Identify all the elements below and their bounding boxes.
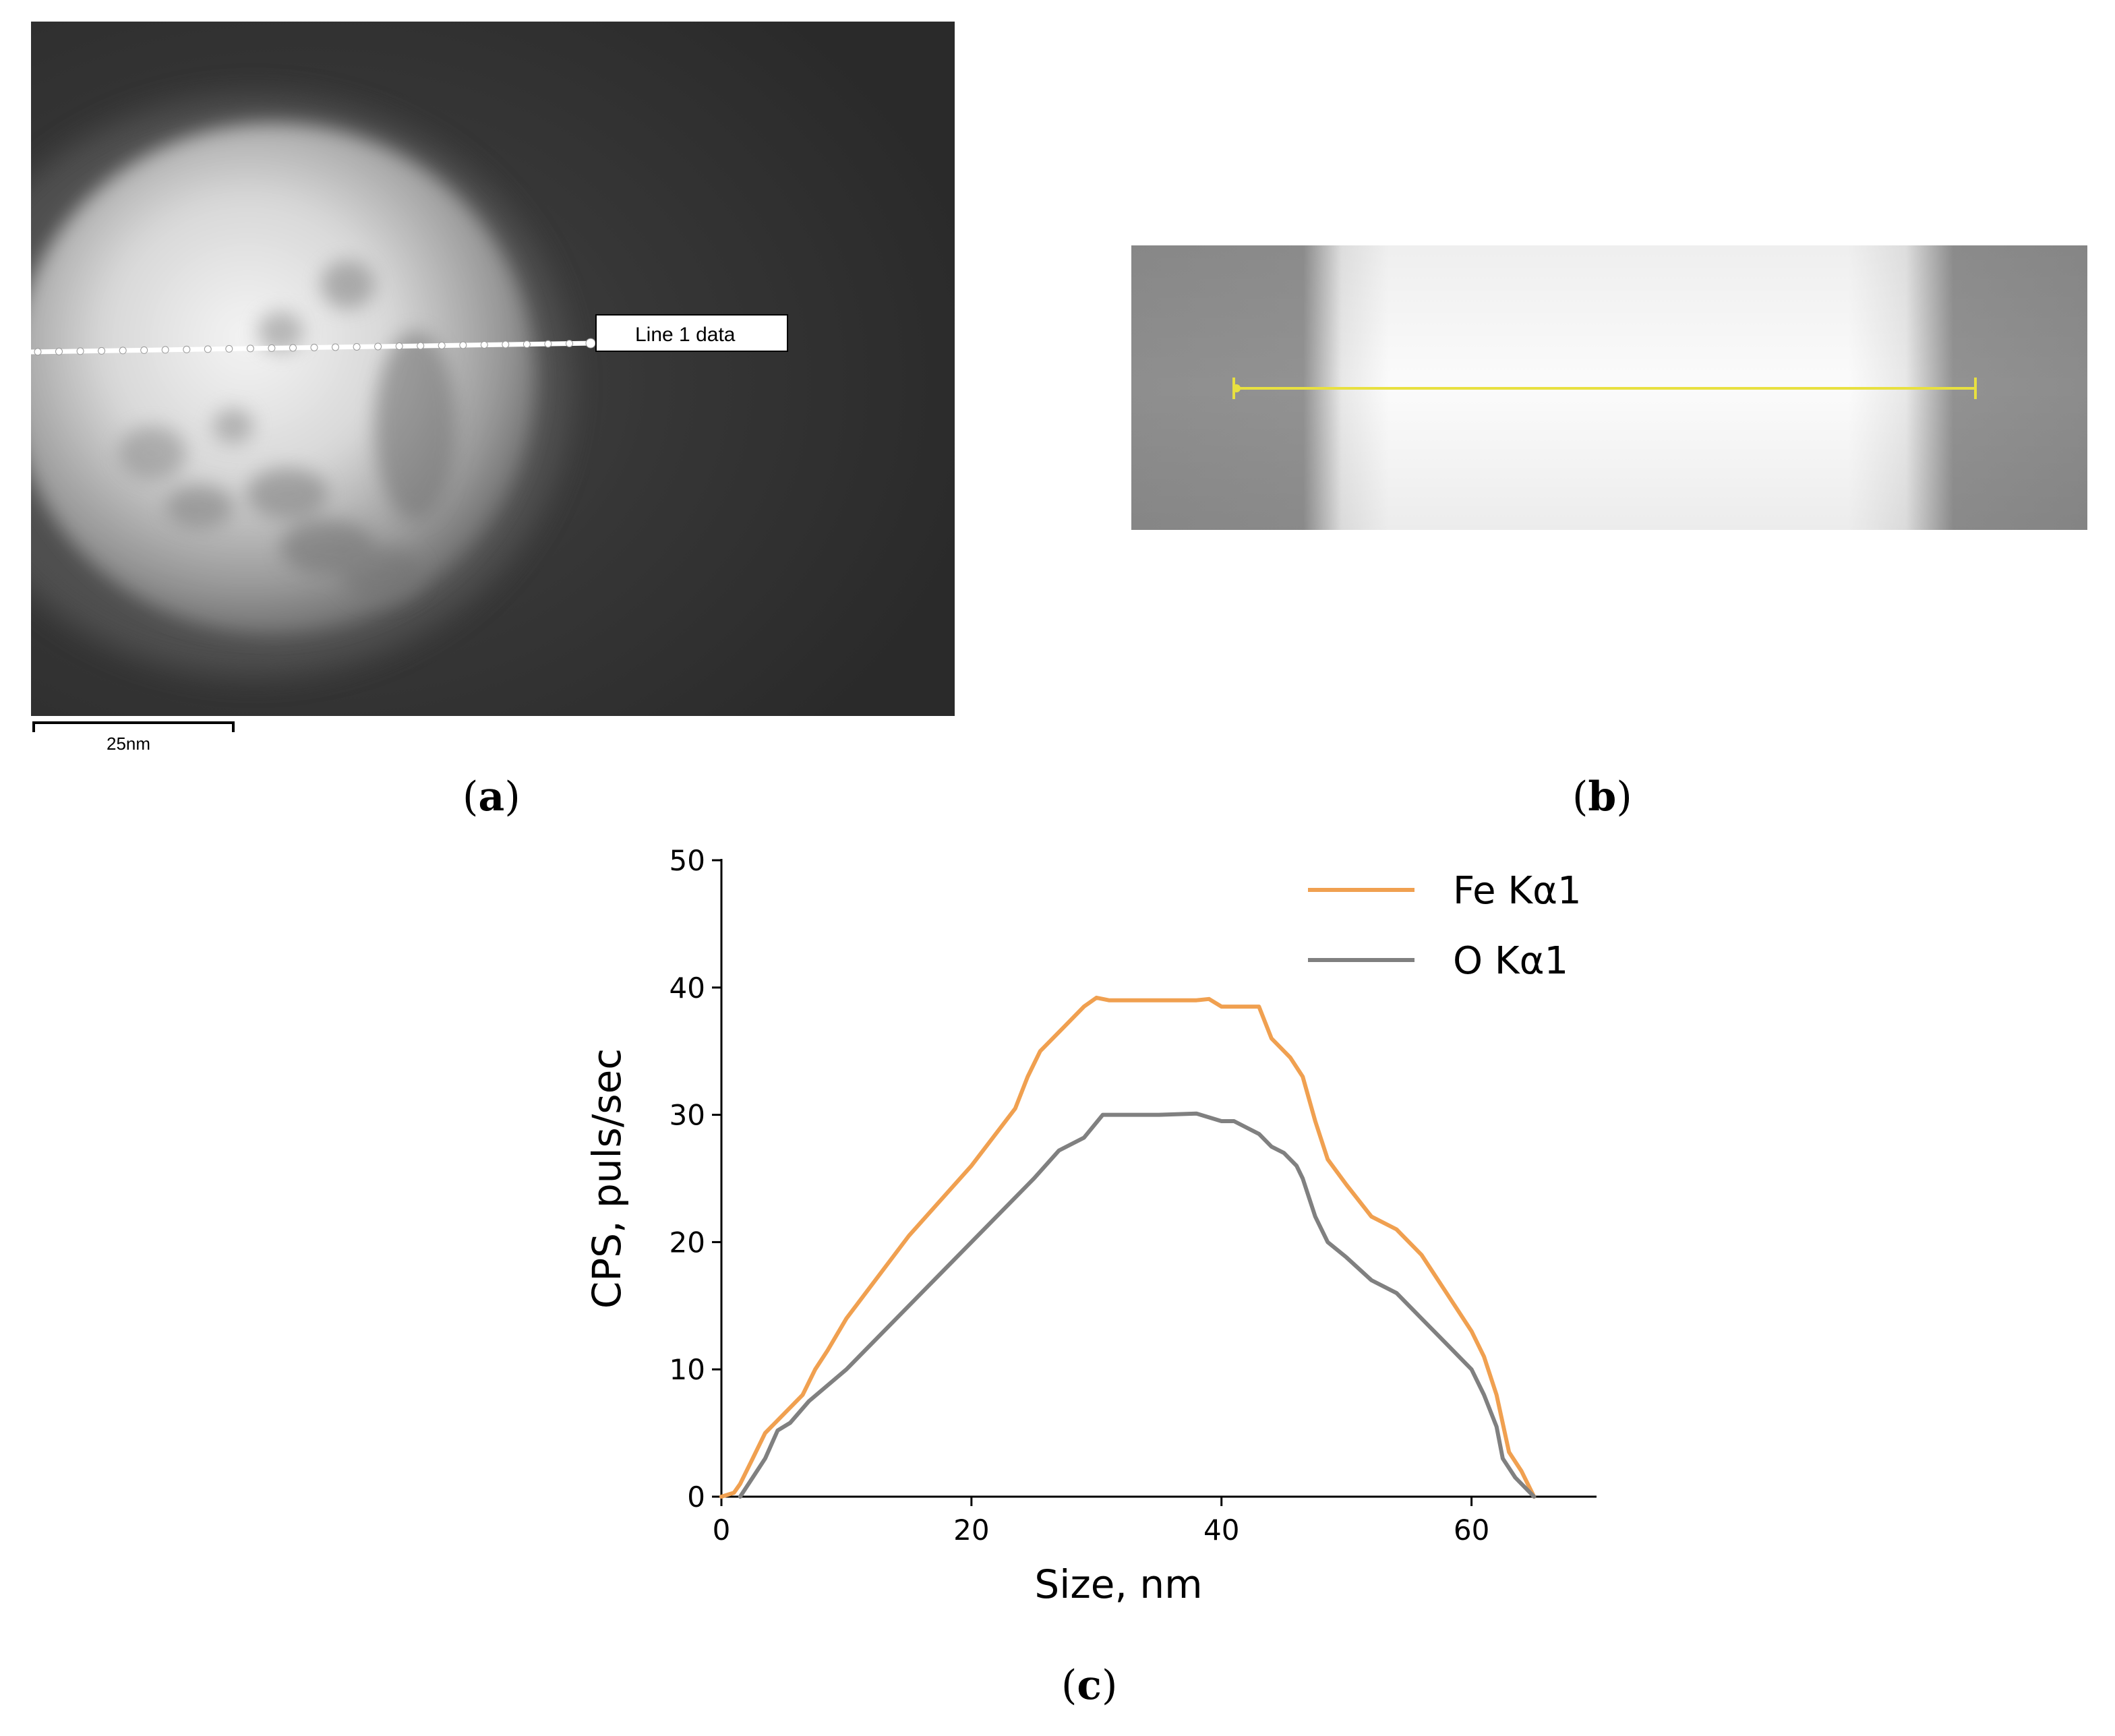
- y-tick-label: 10: [669, 1353, 705, 1386]
- scan-line-b: [1232, 378, 1977, 399]
- scale-bar-label: 25nm: [107, 734, 150, 754]
- series-line-fe: [719, 995, 1537, 1499]
- scan-tick: [246, 345, 254, 353]
- scan-tick: [119, 347, 127, 355]
- scan-tick: [417, 342, 425, 350]
- scan-tick: [438, 342, 446, 349]
- y-tick-label: 40: [669, 971, 705, 1005]
- panel-a-image: Line 1 data: [31, 22, 955, 736]
- scan-tick: [544, 340, 552, 348]
- particle: [31, 123, 537, 635]
- y-tick-label: 0: [687, 1480, 705, 1514]
- line-profile-chart: 0 10 20 30 40 50 0 20 40 60 Size, nm CPS, puls/sec F…: [584, 844, 1597, 1607]
- line-data-label: Line 1 data: [595, 314, 788, 352]
- scale-bar: 25nm: [32, 721, 235, 754]
- scan-tick: [585, 338, 596, 349]
- scan-tick: [480, 341, 488, 349]
- chart-plot-area: 0 10 20 30 40 50 0 20 40 60 Size, nm CPS, puls/sec F…: [584, 844, 1597, 1607]
- scan-tick: [55, 347, 63, 355]
- scan-tick: [34, 348, 42, 356]
- panel-label-b: (b): [1572, 773, 1632, 820]
- line-data-label-text: Line 1 data: [635, 324, 736, 346]
- scan-tick: [395, 342, 403, 350]
- x-tick-label: 40: [1203, 1514, 1239, 1547]
- particle-pores: [119, 260, 456, 601]
- scan-tick: [502, 340, 510, 349]
- y-axis-label: CPS, puls/sec: [584, 1048, 630, 1309]
- scan-tick: [566, 340, 573, 348]
- scan-tick: [76, 347, 84, 355]
- panel-label-a: (a): [463, 773, 520, 820]
- scan-tick: [332, 343, 339, 351]
- scan-tick: [204, 345, 212, 353]
- panel-b-image: [1131, 245, 2087, 530]
- scan-tick: [98, 347, 106, 355]
- y-tick-label: 50: [669, 844, 705, 877]
- series-line-o: [738, 1111, 1537, 1499]
- x-tick-label: 20: [953, 1514, 989, 1547]
- scan-tick: [183, 345, 191, 353]
- legend-label-o: O Kα1: [1453, 939, 1568, 983]
- y-tick-label: 30: [669, 1099, 705, 1132]
- scan-tick: [523, 340, 531, 349]
- scan-line-a: [31, 338, 596, 356]
- scan-tick: [289, 344, 297, 352]
- scan-tick: [268, 344, 276, 352]
- scan-tick: [161, 346, 169, 354]
- scan-tick: [310, 344, 318, 351]
- scan-tick: [225, 345, 233, 353]
- y-tick-label: 20: [669, 1226, 705, 1259]
- x-tick-label: 0: [713, 1514, 731, 1547]
- scan-line-ticks: [34, 338, 596, 356]
- x-tick-label: 60: [1454, 1514, 1489, 1547]
- legend-label-fe: Fe Kα1: [1453, 869, 1582, 913]
- scan-tick: [459, 341, 467, 349]
- panel-label-c: (c): [1061, 1662, 1118, 1709]
- x-axis-label: Size, nm: [1034, 1561, 1202, 1607]
- scan-tick: [353, 343, 361, 351]
- scan-tick: [140, 346, 148, 354]
- scan-tick: [374, 342, 382, 351]
